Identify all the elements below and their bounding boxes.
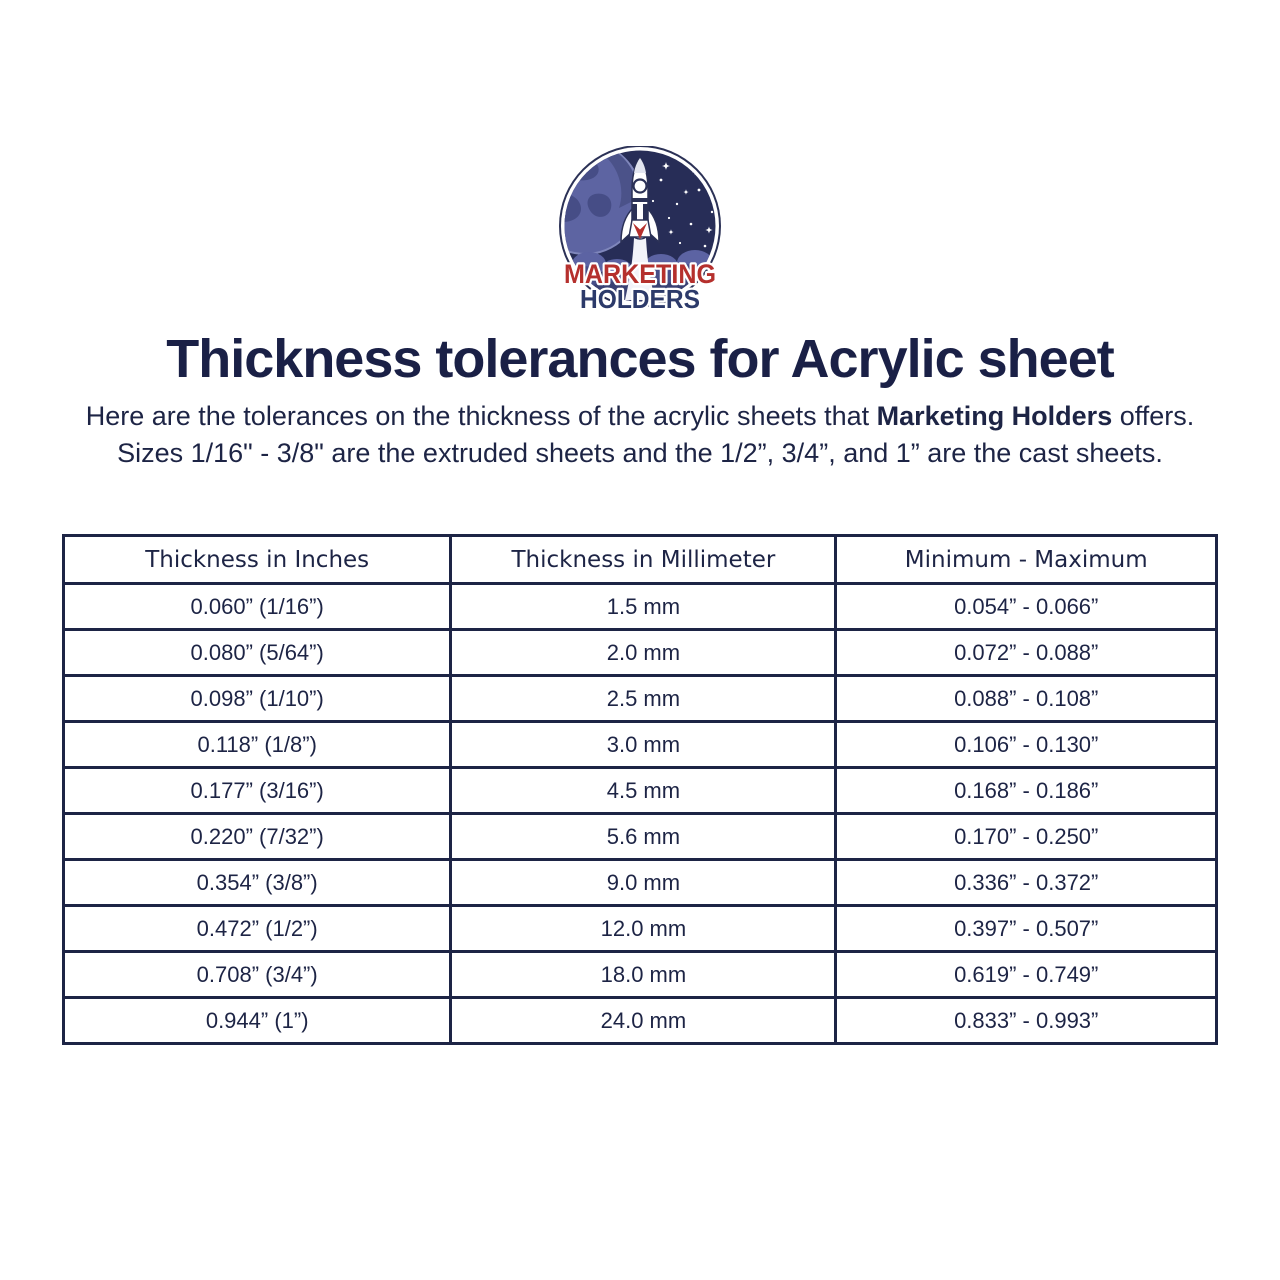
subtitle-line1-prefix: Here are the tolerances on the thickness… [85, 401, 877, 431]
table-row: 0.060” (1/16”) 1.5 mm 0.054” - 0.066” [61, 582, 1218, 631]
table-row: 0.944” (1”) 24.0 mm 0.833” - 0.993” [61, 996, 1218, 1045]
cell-inches: 0.944” (1”) [61, 996, 453, 1045]
cell-mm: 1.5 mm [449, 582, 838, 631]
cell-minmax: 0.106” - 0.130” [834, 720, 1218, 769]
cell-minmax: 0.088” - 0.108” [834, 674, 1218, 723]
table-row: 0.177” (3/16”) 4.5 mm 0.168” - 0.186” [61, 766, 1218, 815]
table-row: 0.472” (1/2”) 12.0 mm 0.397” - 0.507” [61, 904, 1218, 953]
page-subtitle: Here are the tolerances on the thickness… [50, 398, 1230, 472]
table-row: 0.098” (1/10”) 2.5 mm 0.088” - 0.108” [61, 674, 1218, 723]
cell-inches: 0.098” (1/10”) [61, 674, 453, 723]
table-row: 0.354” (3/8”) 9.0 mm 0.336” - 0.372” [61, 858, 1218, 907]
cell-mm: 2.0 mm [449, 628, 838, 677]
cell-minmax: 0.397” - 0.507” [834, 904, 1218, 953]
subtitle-line1-suffix: offers. [1112, 401, 1195, 431]
cell-mm: 24.0 mm [449, 996, 838, 1045]
marketing-holders-logo: MARKETING HOLDERS [0, 0, 1280, 314]
subtitle-line2: Sizes 1/16" - 3/8" are the extruded shee… [117, 438, 1163, 468]
cell-minmax: 0.833” - 0.993” [834, 996, 1218, 1045]
cell-inches: 0.354” (3/8”) [61, 858, 453, 907]
rocket-exhaust [625, 238, 655, 300]
cell-inches: 0.060” (1/16”) [61, 582, 453, 631]
cell-inches: 0.220” (7/32”) [61, 812, 453, 861]
cell-minmax: 0.072” - 0.088” [834, 628, 1218, 677]
cell-mm: 2.5 mm [449, 674, 838, 723]
logo-badge: MARKETING HOLDERS [559, 146, 721, 314]
cell-mm: 5.6 mm [449, 812, 838, 861]
rocket-icon [620, 156, 660, 244]
cell-mm: 12.0 mm [449, 904, 838, 953]
cell-minmax: 0.168” - 0.186” [834, 766, 1218, 815]
logo-text-holders: HOLDERS [580, 284, 700, 314]
cell-minmax: 0.336” - 0.372” [834, 858, 1218, 907]
cell-inches: 0.118” (1/8”) [61, 720, 453, 769]
logo-text-marketing: MARKETING [564, 259, 716, 289]
tolerance-table: Thickness in Inches Thickness in Millime… [61, 534, 1218, 1045]
cell-inches: 0.472” (1/2”) [61, 904, 453, 953]
subtitle-brand-name: Marketing Holders [876, 401, 1113, 431]
cell-minmax: 0.619” - 0.749” [834, 950, 1218, 999]
header-min-max: Minimum - Maximum [834, 534, 1218, 585]
stars [651, 162, 716, 258]
cell-inches: 0.080” (5/64”) [61, 628, 453, 677]
table-header-row: Thickness in Inches Thickness in Millime… [61, 534, 1218, 585]
cell-minmax: 0.170” - 0.250” [834, 812, 1218, 861]
table-row: 0.080” (5/64”) 2.0 mm 0.072” - 0.088” [61, 628, 1218, 677]
cell-inches: 0.177” (3/16”) [61, 766, 453, 815]
header-thickness-inches: Thickness in Inches [61, 534, 453, 585]
header-thickness-mm: Thickness in Millimeter [449, 534, 838, 585]
rocket-chevron [633, 223, 647, 239]
page-title: Thickness tolerances for Acrylic sheet [166, 329, 1114, 389]
table-row: 0.118” (1/8”) 3.0 mm 0.106” - 0.130” [61, 720, 1218, 769]
cell-mm: 9.0 mm [449, 858, 838, 907]
cell-mm: 18.0 mm [449, 950, 838, 999]
table-row: 0.220” (7/32”) 5.6 mm 0.170” - 0.250” [61, 812, 1218, 861]
cell-inches: 0.708” (3/4”) [61, 950, 453, 999]
table-row: 0.708” (3/4”) 18.0 mm 0.619” - 0.749” [61, 950, 1218, 999]
cell-mm: 4.5 mm [449, 766, 838, 815]
cell-minmax: 0.054” - 0.066” [834, 582, 1218, 631]
cell-mm: 3.0 mm [449, 720, 838, 769]
